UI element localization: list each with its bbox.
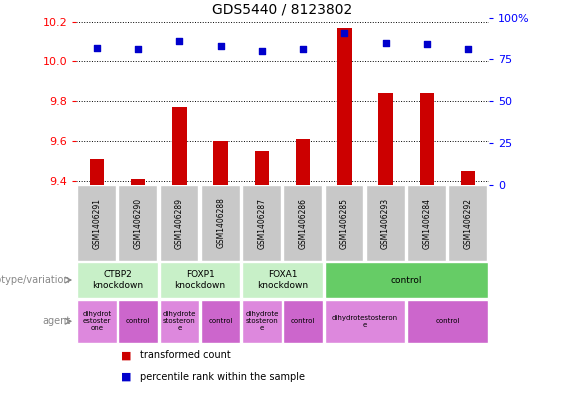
Text: GSM1406291: GSM1406291 bbox=[93, 198, 101, 248]
Bar bbox=[448, 185, 487, 261]
Text: GSM1406292: GSM1406292 bbox=[464, 198, 472, 248]
Bar bbox=[77, 185, 116, 261]
Text: GSM1406286: GSM1406286 bbox=[299, 198, 307, 248]
Text: dihydrotestosteron
e: dihydrotestosteron e bbox=[332, 315, 398, 328]
Text: genotype/variation: genotype/variation bbox=[0, 275, 71, 285]
Bar bbox=[283, 185, 322, 261]
Text: GSM1406293: GSM1406293 bbox=[381, 197, 390, 249]
Point bbox=[216, 43, 225, 49]
Bar bbox=[379, 93, 393, 185]
Bar bbox=[242, 185, 281, 261]
Point bbox=[93, 44, 102, 51]
Text: GSM1406288: GSM1406288 bbox=[216, 198, 225, 248]
Text: GSM1406284: GSM1406284 bbox=[423, 198, 431, 248]
Bar bbox=[420, 93, 434, 185]
Point bbox=[258, 48, 267, 54]
Point bbox=[464, 46, 473, 53]
Bar bbox=[337, 28, 351, 185]
Text: dihydrot
estoster
one: dihydrot estoster one bbox=[82, 311, 111, 331]
Bar bbox=[90, 159, 104, 185]
Text: FOXP1
knockdown: FOXP1 knockdown bbox=[175, 270, 225, 290]
Bar bbox=[159, 185, 198, 261]
Text: control: control bbox=[435, 318, 460, 324]
Text: ■: ■ bbox=[121, 372, 132, 382]
Bar bbox=[296, 139, 310, 185]
Text: GSM1406285: GSM1406285 bbox=[340, 198, 349, 248]
Bar bbox=[283, 299, 323, 343]
Bar bbox=[366, 185, 405, 261]
Text: control: control bbox=[390, 275, 422, 285]
Bar bbox=[255, 151, 269, 185]
Bar bbox=[131, 179, 145, 185]
Bar bbox=[159, 262, 241, 298]
Bar bbox=[242, 262, 323, 298]
Text: FOXA1
knockdown: FOXA1 knockdown bbox=[257, 270, 308, 290]
Bar bbox=[407, 299, 488, 343]
Text: GSM1406287: GSM1406287 bbox=[258, 198, 266, 248]
Text: control: control bbox=[208, 318, 233, 324]
Bar bbox=[172, 107, 186, 185]
Bar bbox=[324, 299, 406, 343]
Text: agent: agent bbox=[42, 316, 71, 326]
Bar bbox=[324, 185, 363, 261]
Point bbox=[423, 41, 432, 48]
Text: control: control bbox=[126, 318, 150, 324]
Text: CTBP2
knockdown: CTBP2 knockdown bbox=[92, 270, 143, 290]
Bar bbox=[118, 185, 157, 261]
Point bbox=[340, 29, 349, 36]
Bar bbox=[242, 299, 282, 343]
Text: GSM1406289: GSM1406289 bbox=[175, 198, 184, 248]
Text: percentile rank within the sample: percentile rank within the sample bbox=[140, 372, 305, 382]
Bar bbox=[159, 299, 199, 343]
Text: dihydrote
stosteron
e: dihydrote stosteron e bbox=[163, 311, 196, 331]
Point bbox=[381, 40, 390, 46]
Bar bbox=[214, 141, 228, 185]
Bar bbox=[118, 299, 158, 343]
Bar bbox=[77, 299, 117, 343]
Bar bbox=[324, 262, 488, 298]
Text: GSM1406290: GSM1406290 bbox=[134, 197, 142, 249]
Point bbox=[299, 46, 308, 53]
Point bbox=[134, 46, 142, 53]
Point bbox=[175, 38, 184, 44]
Title: GDS5440 / 8123802: GDS5440 / 8123802 bbox=[212, 2, 353, 17]
Bar bbox=[407, 185, 446, 261]
Bar bbox=[77, 262, 158, 298]
Text: dihydrote
stosteron
e: dihydrote stosteron e bbox=[245, 311, 279, 331]
Text: ■: ■ bbox=[121, 350, 132, 360]
Text: transformed count: transformed count bbox=[140, 350, 231, 360]
Bar bbox=[201, 299, 241, 343]
Bar bbox=[461, 171, 475, 185]
Text: control: control bbox=[291, 318, 315, 324]
Bar bbox=[201, 185, 240, 261]
